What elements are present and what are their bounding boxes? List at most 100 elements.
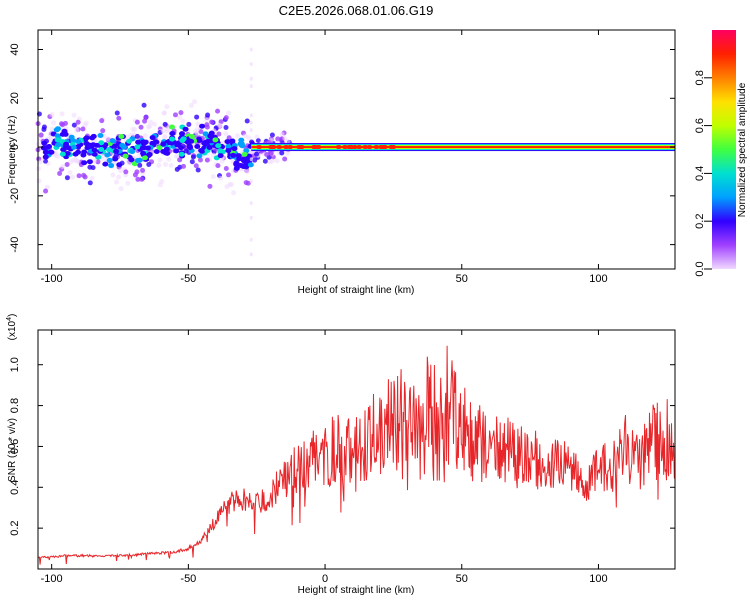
spectrogram-cell xyxy=(37,159,43,165)
spectrogram-cell xyxy=(188,102,194,108)
spectrogram-cell xyxy=(104,152,111,158)
spectrogram-cell xyxy=(51,120,57,126)
spectrogram-cell xyxy=(98,146,105,152)
spectrogram-cell xyxy=(67,169,73,175)
spectrogram-cell xyxy=(112,156,119,162)
spectrogram-cell xyxy=(149,135,156,141)
spectrogram-cell xyxy=(208,130,215,136)
spectrogram-cell xyxy=(163,146,170,152)
spectrogram-y-tick-label: -40 xyxy=(9,237,21,253)
spectrogram-cell xyxy=(142,139,149,145)
spectrogram-cell xyxy=(249,84,253,89)
spectrogram-cell xyxy=(161,110,167,116)
spectrogram-cell xyxy=(172,112,178,118)
spectrogram-cell xyxy=(223,124,229,130)
spectrogram-cell xyxy=(83,120,89,126)
spectrogram-cell xyxy=(215,108,221,114)
spectrogram-cell xyxy=(146,161,152,167)
spectrogram-cell xyxy=(226,135,232,141)
spectrogram-cell xyxy=(223,131,229,137)
spectrogram-cell xyxy=(231,190,237,196)
spectrogram-cell xyxy=(43,188,49,194)
spectrogram-cell xyxy=(140,167,146,173)
spectrogram-cell xyxy=(193,163,199,169)
spectrogram-frame xyxy=(37,29,676,270)
spectrogram-cell xyxy=(59,164,65,170)
spectrogram-cell xyxy=(186,121,192,127)
snr-x-tick-label: 50 xyxy=(456,573,468,585)
spectrogram-cell xyxy=(118,168,124,174)
spectrogram-cell xyxy=(160,128,166,134)
spectrogram-cell xyxy=(93,142,100,148)
spectrogram-cell xyxy=(235,133,241,139)
spectrogram-cell xyxy=(192,99,198,105)
spectrogram-cell xyxy=(135,176,141,182)
spectrogram-peak xyxy=(356,145,363,150)
spectrogram-cell xyxy=(116,115,122,121)
spectrogram-cell xyxy=(177,157,183,163)
spectrogram-cell xyxy=(68,134,75,140)
spectrogram-y-ticks: -40 -20 0 20 40 xyxy=(9,43,675,253)
spectrogram-cell xyxy=(64,151,71,157)
spectrogram-cell xyxy=(126,138,133,144)
spectrogram-cell xyxy=(36,178,42,184)
spectrogram-cell xyxy=(178,110,184,116)
spectrogram-cell xyxy=(194,126,200,132)
spectrogram-cell xyxy=(153,139,160,145)
spectrogram-cell xyxy=(62,143,69,149)
spectrogram-cell xyxy=(110,172,116,178)
spectrogram-cell xyxy=(274,158,280,164)
snr-x-tick-label: -100 xyxy=(41,573,63,585)
spectrogram-cell xyxy=(173,153,179,159)
spectrogram-cell xyxy=(178,151,185,157)
spectrogram-cell xyxy=(196,138,203,144)
spectrogram-cell xyxy=(146,152,153,158)
spectrogram-cell xyxy=(91,147,98,153)
colorbar-tick-label: 0.0 xyxy=(694,261,706,276)
spectrogram-line-core xyxy=(251,146,675,149)
spectrogram-cell xyxy=(156,145,163,151)
spectrogram-cell xyxy=(75,158,81,164)
spectrogram-x-tick-label: 50 xyxy=(456,273,468,285)
spectrogram-cell xyxy=(199,148,206,154)
spectrogram-cell xyxy=(106,157,113,163)
spectrogram-cell xyxy=(188,138,195,144)
spectrogram-cell xyxy=(249,252,253,257)
spectrogram-cell xyxy=(262,158,268,164)
snr-x-tick-label: -50 xyxy=(180,573,196,585)
spectrogram-cell xyxy=(159,178,165,184)
spectrogram-cell xyxy=(188,133,195,139)
spectrogram-cell xyxy=(81,149,88,155)
spectrogram-cell xyxy=(254,151,260,157)
spectrogram-cell xyxy=(199,123,206,129)
spectrogram-cell xyxy=(49,126,55,132)
spectrogram-cell xyxy=(279,131,285,137)
spectrogram-cell xyxy=(141,102,147,108)
spectrogram-cell xyxy=(249,113,253,118)
spectrogram-peak xyxy=(366,145,373,150)
spectrogram-cell xyxy=(216,131,222,137)
spectrogram-x-label: Height of straight line (km) xyxy=(298,285,415,296)
spectrogram-cell xyxy=(285,150,291,156)
spectrogram-cell xyxy=(64,175,70,181)
snr-y-tick-label: 0.8 xyxy=(9,398,21,413)
spectrogram-cell xyxy=(138,124,144,130)
spectrogram-cell xyxy=(106,147,113,153)
spectrogram-cell xyxy=(55,153,61,159)
spectrogram-cell xyxy=(162,135,168,141)
colorbar-tick-label: 0.6 xyxy=(694,118,706,133)
spectrogram-peak xyxy=(388,145,395,150)
spectrogram-cell xyxy=(141,155,148,161)
spectrogram-cell xyxy=(168,124,175,130)
spectrogram-cell xyxy=(49,112,55,118)
snr-y-tick-label: 1.0 xyxy=(9,357,21,372)
spectrogram-y-tick-label: 20 xyxy=(9,92,21,104)
spectrogram-cell xyxy=(249,120,253,125)
spectrogram-cell xyxy=(86,159,93,165)
spectrogram-cell xyxy=(223,115,229,121)
spectrogram-cell xyxy=(70,144,77,150)
spectrogram-cell xyxy=(74,128,80,134)
colorbar-tick-label: 0.2 xyxy=(694,214,706,229)
spectrogram-cell xyxy=(135,139,142,145)
spectrogram-cell xyxy=(89,175,95,181)
